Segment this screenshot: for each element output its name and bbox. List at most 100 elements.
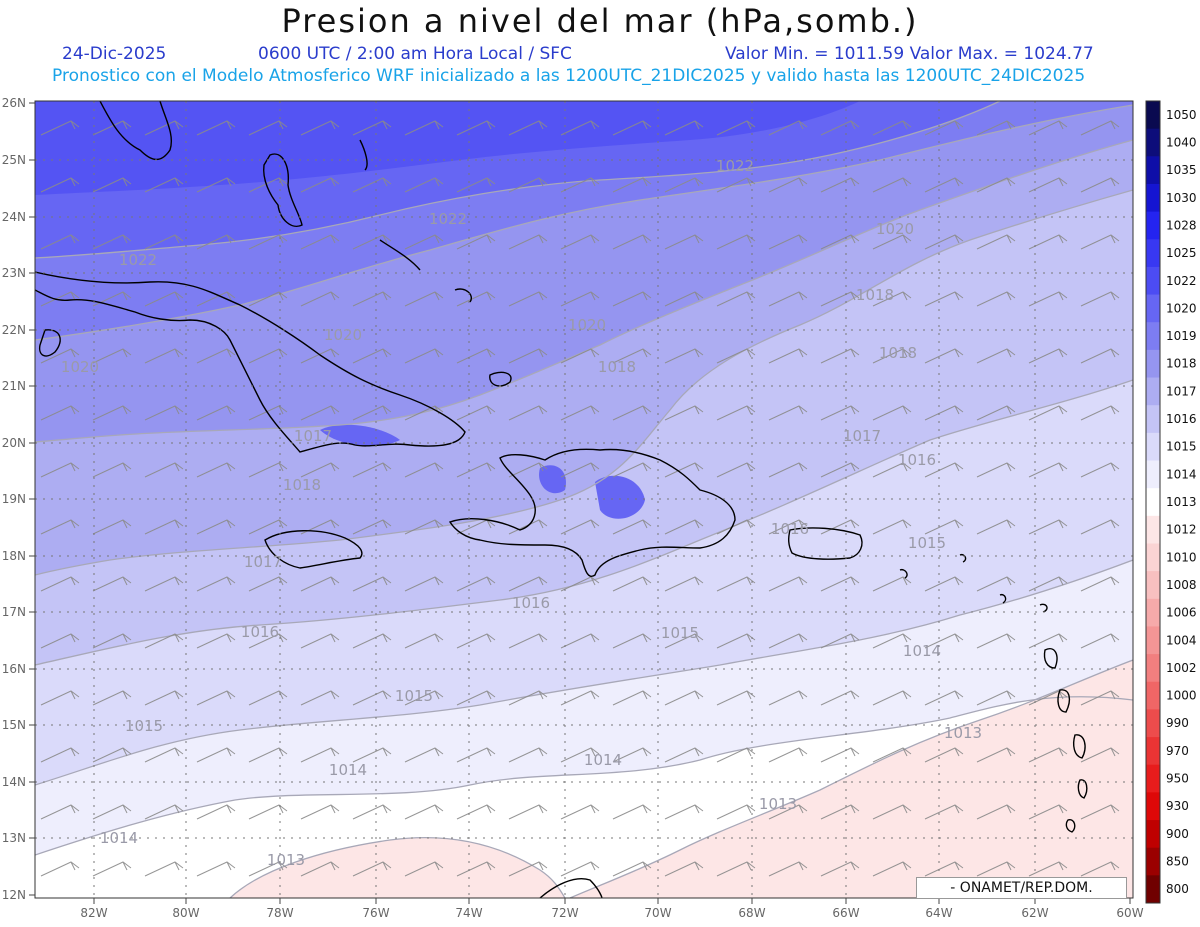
- contour-label: 1013: [759, 795, 797, 813]
- lat-label: 24N: [2, 210, 26, 224]
- lon-label: 74W: [455, 906, 482, 920]
- graticule: [35, 101, 1133, 898]
- lat-label: 20N: [2, 436, 26, 450]
- colorbar-label: 1006: [1166, 606, 1197, 620]
- colorbar-frame: [1145, 100, 1161, 904]
- map-title: Presion a nivel del mar (hPa,somb.): [281, 2, 919, 40]
- lat-label: 13N: [2, 831, 26, 845]
- colorbar-swatch: [1146, 101, 1160, 130]
- puerto-rico: [787, 527, 863, 560]
- colorbar-swatch: [1146, 432, 1160, 461]
- colorbar-label: 850: [1166, 855, 1189, 869]
- colorbar-swatch: [1146, 875, 1160, 904]
- colorbar-label: 970: [1166, 744, 1189, 758]
- colorbar-label: 1000: [1166, 689, 1197, 703]
- venezuela-coast: [539, 878, 603, 898]
- colorbar-swatch: [1146, 626, 1160, 655]
- colorbar-swatch: [1146, 266, 1160, 295]
- hispaniola: [448, 448, 736, 577]
- lon-label: 76W: [362, 906, 389, 920]
- contour-label: 1017: [294, 427, 332, 445]
- lat-label: 18N: [2, 549, 26, 563]
- colorbar-label: 800: [1166, 882, 1189, 896]
- lat-label: 21N: [2, 379, 26, 393]
- colorbar-swatch: [1146, 515, 1160, 544]
- wind-barbs: [35, 101, 1133, 898]
- small-antilles: [899, 553, 1048, 613]
- colorbar-swatch: [1146, 792, 1160, 821]
- contour-label: 1014: [100, 829, 138, 847]
- contour-label: 1013: [944, 724, 982, 742]
- contour-label: 1020: [61, 358, 99, 376]
- contour-label: 1014: [584, 751, 622, 769]
- colorbar-label: 930: [1166, 799, 1189, 813]
- lesser-antilles-1: [1043, 648, 1058, 669]
- colorbar-label: 1015: [1166, 440, 1197, 454]
- colorbar-swatch: [1146, 183, 1160, 213]
- colorbar-swatch: [1146, 709, 1160, 738]
- colorbar-swatch: [1146, 211, 1160, 240]
- lat-axis: 26N 25N 24N 23N 22N 21N 20N 19N 18N 17N …: [2, 96, 26, 902]
- colorbar-swatch: [1146, 764, 1160, 793]
- contour-label: 1016: [241, 623, 279, 641]
- min-max-values: Valor Min. = 1011.59 Valor Max. = 1024.7…: [725, 44, 1094, 64]
- colorbar-label: 1002: [1166, 661, 1197, 675]
- lon-label: 68W: [738, 906, 765, 920]
- florida: [99, 101, 172, 161]
- contour-label: 1020: [876, 220, 914, 238]
- lon-label: 78W: [266, 906, 293, 920]
- onamet-credit: - ONAMET/REP.DOM.: [916, 877, 1127, 899]
- lesser-antilles-4: [1077, 779, 1088, 799]
- contour-label: 1015: [908, 534, 946, 552]
- contour-label: 1018: [856, 286, 894, 304]
- colorbar-swatch: [1146, 847, 1160, 876]
- lat-label: 14N: [2, 775, 26, 789]
- colorbar-swatch: [1146, 598, 1160, 627]
- colorbar-label: 1014: [1166, 467, 1197, 481]
- forecast-time: 0600 UTC / 2:00 am Hora Local / SFC: [258, 44, 572, 64]
- forecast-date: 24-Dic-2025: [62, 44, 167, 64]
- contour-label: 1015: [125, 717, 163, 735]
- colorbar-swatch: [1146, 488, 1160, 517]
- colorbar-swatch: [1146, 377, 1160, 406]
- colorbar-label: 1010: [1166, 550, 1197, 564]
- lat-label: 15N: [2, 718, 26, 732]
- cuba: [35, 271, 466, 453]
- lat-label: 22N: [2, 323, 26, 337]
- colorbar-label: 1035: [1166, 163, 1197, 177]
- contour-labels: 1022 1022 1022 1020 1020 1020 1020 1018 …: [61, 157, 982, 869]
- contour-label: 1014: [329, 761, 367, 779]
- colorbar-label: 1020: [1166, 301, 1197, 315]
- colorbar-label: 1050: [1166, 108, 1197, 122]
- lon-label: 62W: [1021, 906, 1048, 920]
- contour-label: 1014: [903, 642, 941, 660]
- colorbar-label: 1017: [1166, 384, 1197, 398]
- colorbar-swatch: [1146, 571, 1160, 600]
- contour-label: 1016: [898, 451, 936, 469]
- colorbar-swatch: [1146, 156, 1160, 185]
- contour-label: 1018: [879, 344, 917, 362]
- lesser-antilles-2: [1057, 689, 1071, 713]
- lon-label: 70W: [644, 906, 671, 920]
- contour-label: 1020: [324, 326, 362, 344]
- lat-label: 26N: [2, 96, 26, 110]
- lesser-antilles-3: [1073, 734, 1086, 759]
- colorbar-label: 1022: [1166, 274, 1197, 288]
- colorbar-label: 1040: [1166, 135, 1197, 149]
- colorbar-swatch: [1146, 820, 1160, 849]
- colorbar-swatch: [1146, 460, 1160, 489]
- contour-label: 1018: [598, 358, 636, 376]
- contour-label: 1015: [661, 624, 699, 642]
- lon-label: 80W: [172, 906, 199, 920]
- contour-label: 1015: [395, 687, 433, 705]
- colorbar-swatch: [1146, 349, 1160, 378]
- colorbar-swatch: [1146, 128, 1160, 157]
- model-note: Pronostico con el Modelo Atmosferico WRF…: [52, 66, 1086, 86]
- lesser-antilles-5: [1065, 819, 1076, 833]
- lat-label: 23N: [2, 266, 26, 280]
- colorbar-swatch: [1146, 681, 1160, 710]
- contour-label: 1016: [771, 520, 809, 538]
- contour-label: 1020: [568, 316, 606, 334]
- colorbar-swatch: [1146, 239, 1160, 268]
